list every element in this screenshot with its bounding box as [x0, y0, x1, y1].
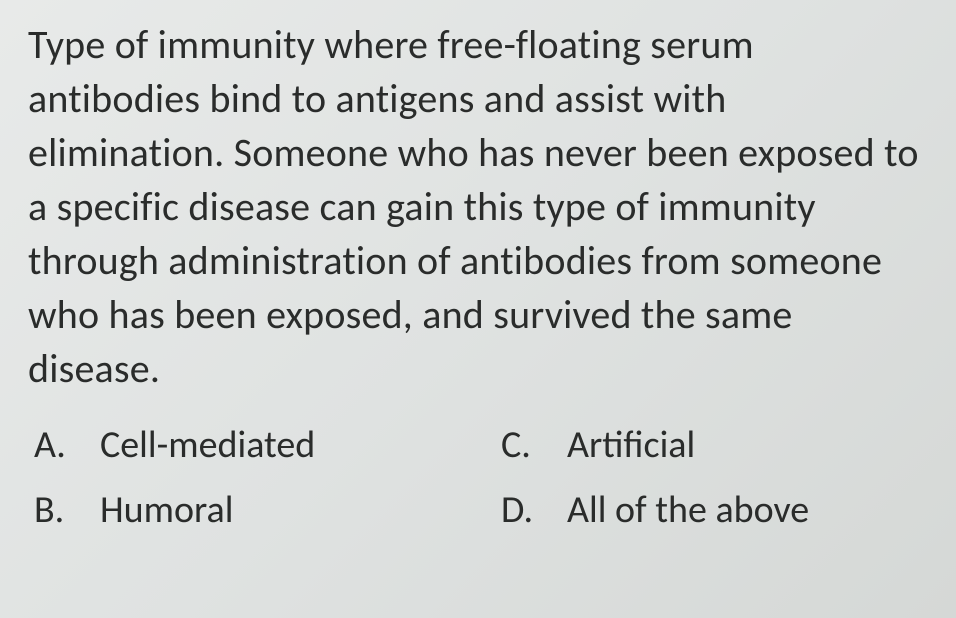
option-letter: C. [501, 420, 567, 471]
option-label: Artificial [567, 420, 695, 471]
options-grid: A. Cell-mediated C. Artificial B. Humora… [28, 420, 928, 537]
option-label: Humoral [100, 485, 233, 536]
option-label: Cell-mediated [100, 420, 315, 471]
option-letter: B. [34, 485, 100, 536]
option-b[interactable]: B. Humoral [34, 485, 461, 536]
question-text: Type of immunity where free-floating ser… [28, 18, 928, 396]
option-letter: D. [501, 485, 567, 536]
option-letter: A. [34, 420, 100, 471]
option-d[interactable]: D. All of the above [501, 485, 928, 536]
option-c[interactable]: C. Artificial [501, 420, 928, 471]
option-label: All of the above [567, 485, 809, 536]
option-a[interactable]: A. Cell-mediated [34, 420, 461, 471]
